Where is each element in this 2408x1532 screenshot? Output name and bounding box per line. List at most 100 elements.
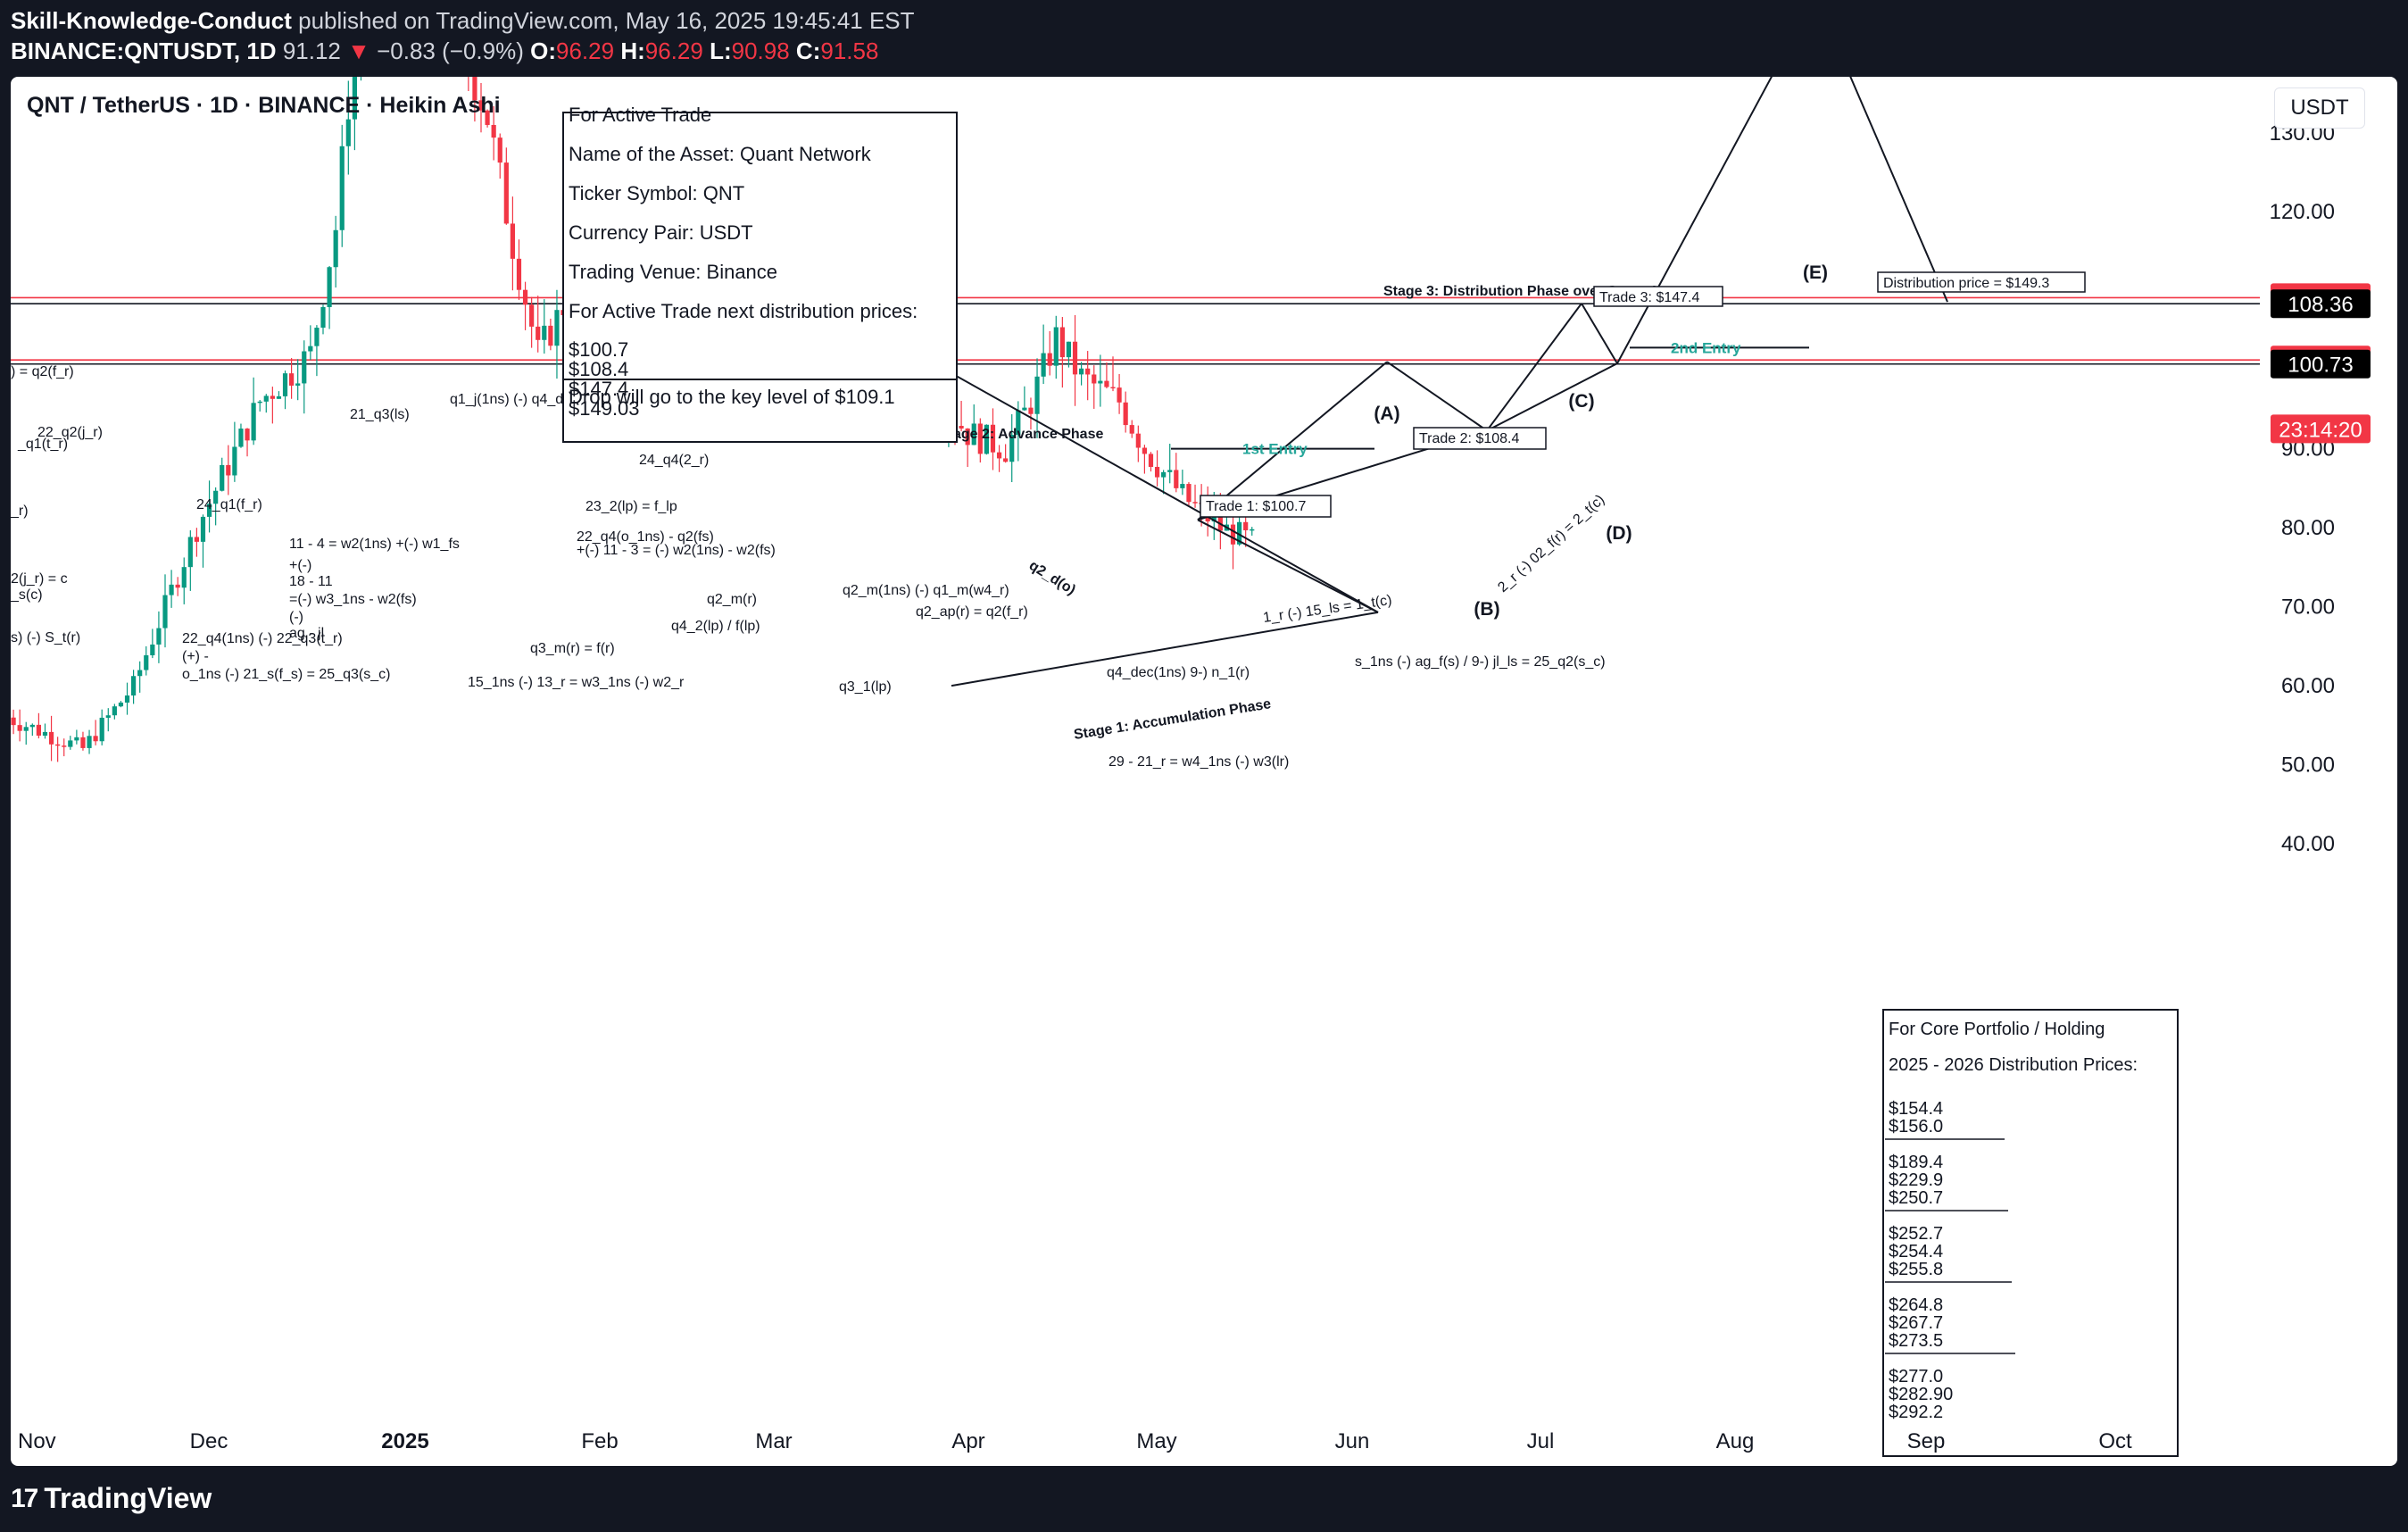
stage-label: Stage 3: Distribution Phase over Stage 1 <box>1383 284 1658 299</box>
core-price: $252.7 <box>1889 1224 1943 1244</box>
wave-label: (B) <box>1474 599 1499 620</box>
wave-line <box>1197 361 1388 521</box>
wave-label: (C) <box>1568 391 1594 412</box>
candle-body <box>971 423 976 445</box>
chart-annotation: q2_m(1ns) (-) q1_m(w4_r) <box>843 583 1009 598</box>
core-price: $255.8 <box>1889 1260 1943 1279</box>
candle-body <box>503 162 509 224</box>
candle-body <box>1034 376 1040 414</box>
candle-body <box>1016 410 1021 436</box>
wave-line <box>1486 362 1618 432</box>
candle-body <box>137 670 143 677</box>
candle-body <box>990 424 996 453</box>
trade-label-box <box>1593 286 1723 307</box>
symbol-legend: BINANCE:QNTUSDT, 1D 91.12 ▼ −0.83 (−0.9%… <box>11 37 878 65</box>
core-price: $273.5 <box>1889 1331 1943 1351</box>
author-name[interactable]: Skill-Knowledge-Conduct <box>11 7 292 34</box>
core-price: $254.4 <box>1889 1242 1943 1261</box>
candle-body <box>289 373 295 386</box>
candle-body <box>105 715 111 718</box>
active-trade-line: Ticker Symbol: QNT <box>569 182 744 204</box>
wave-line <box>1486 303 1582 431</box>
candle-body <box>1092 374 1097 384</box>
x-axis-tick: 2025 <box>381 1429 428 1453</box>
candle-body <box>144 654 149 670</box>
candle-body <box>1110 387 1116 389</box>
active-trade-box <box>562 112 958 443</box>
chart-annotation: q2_d(o) <box>1026 558 1078 598</box>
triangle-line <box>951 611 1379 687</box>
chart-annotation: 24_q1(f_r) <box>196 497 262 512</box>
price-badge-label: 108.36 <box>2288 293 2353 317</box>
candle-body <box>270 395 275 399</box>
stage-label: Stage 2: Advance Phase <box>939 427 1103 442</box>
core-price: $250.7 <box>1889 1188 1943 1208</box>
candle-body <box>245 429 250 441</box>
x-axis-tick: Mar <box>755 1429 792 1453</box>
chart-annotation: _s(c) <box>11 587 43 603</box>
trade-label: Trade 1: $100.7 <box>1206 499 1306 514</box>
chart-annotation: o_1ns (-) 21_s(f_s) = 25_q3(s_c) <box>182 667 390 682</box>
price-chart[interactable]: ) = q2(f_r) 22_q2(j_r)_q1(t_r) _r) 2(j_r) =… <box>11 77 2397 1466</box>
chart-annotation: q3_m(r) = f(r) <box>530 641 615 656</box>
candle-body <box>162 595 168 629</box>
candle-body <box>93 736 98 742</box>
candle-body <box>1135 433 1141 448</box>
candle-body <box>251 403 256 441</box>
active-trade-line: Name of the Asset: Quant Network <box>569 143 872 165</box>
wave-label: (A) <box>1374 404 1399 424</box>
candle-body <box>536 326 541 340</box>
candle-body <box>1192 502 1198 504</box>
candle-body <box>150 644 155 655</box>
wave-line <box>1616 77 1773 364</box>
chart-annotation: 11 - 4 = w2(1ns) +(-) w1_fs <box>289 537 460 552</box>
candle-body <box>42 731 48 736</box>
candle-body <box>1129 425 1134 434</box>
low-value: 90.98 <box>731 37 790 64</box>
down-arrow-icon: ▼ <box>347 37 370 64</box>
chart-panel[interactable]: ) = q2(f_r) 22_q2(j_r) _q1(t_r) _r) 2(j_r) =… <box>11 77 2397 1466</box>
candle-body <box>314 328 320 346</box>
x-axis-tick: Aug <box>1716 1429 1755 1453</box>
publish-header: Skill-Knowledge-Conduct published on Tra… <box>0 0 2408 77</box>
candle-body <box>118 702 124 707</box>
entry-label: 2nd Entry <box>1671 339 1741 356</box>
candle-body <box>1104 380 1109 387</box>
candle-body <box>74 737 79 741</box>
candle-body <box>23 727 29 731</box>
chart-annotation: q3_1(lp) <box>839 679 892 695</box>
price-badge <box>2271 349 2371 379</box>
symbol-name[interactable]: BINANCE:QNTUSDT, 1D <box>11 37 277 64</box>
trade-label-box <box>1413 427 1547 450</box>
candle-body <box>282 373 288 396</box>
entry-label: 1st Entry <box>1242 441 1308 458</box>
wave-label: (D) <box>1606 523 1632 544</box>
publish-line: Skill-Knowledge-Conduct published on Tra… <box>11 7 915 35</box>
candle-body <box>181 567 187 588</box>
x-axis-tick: Dec <box>190 1429 228 1453</box>
open-label: O: <box>530 37 556 64</box>
triangle-line <box>1197 519 1379 613</box>
candle-body <box>1142 447 1147 454</box>
candle-body <box>80 737 86 748</box>
currency-button[interactable]: USDT <box>2274 87 2365 129</box>
active-trade-price: $100.7 <box>569 338 628 361</box>
candle-body <box>1167 470 1173 472</box>
active-trade-line: For Active Trade next distribution price… <box>569 300 918 322</box>
chart-annotation: 24_q4(2_r) <box>639 453 709 468</box>
candle-body <box>1022 407 1027 411</box>
tradingview-logo[interactable]: 17 TradingView <box>11 1482 212 1515</box>
candle-body <box>206 504 212 517</box>
candle-body <box>1230 524 1236 545</box>
candle-body <box>68 740 73 747</box>
chart-annotation: (+) - <box>182 649 209 664</box>
high-value: 96.29 <box>644 37 703 64</box>
candle-body <box>352 77 357 120</box>
publish-date: published on TradingView.com, May 16, 20… <box>298 7 915 34</box>
candle-body <box>320 306 326 329</box>
chart-annotation: 2_r (-) 02_f(r) = 2_t(c) <box>1495 492 1607 595</box>
candle-body <box>55 744 61 746</box>
chart-annotation: 23_2(lp) = f_lp <box>585 499 677 514</box>
candle-body <box>1211 515 1216 522</box>
chart-annotation: q4_2(lp) / f(lp) <box>671 619 760 634</box>
